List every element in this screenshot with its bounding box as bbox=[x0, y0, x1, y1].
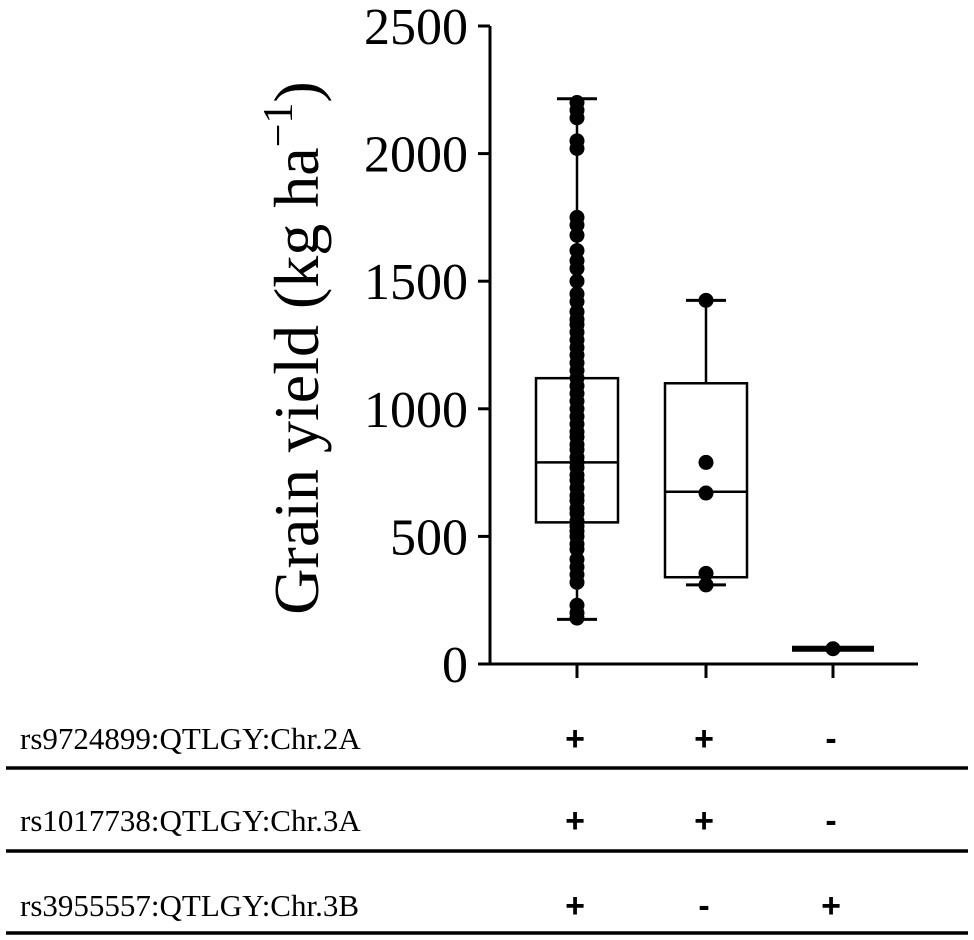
box-group-1 bbox=[534, 95, 620, 626]
marker-sign: + bbox=[694, 802, 714, 840]
y-tick-label: 1000 bbox=[364, 382, 468, 439]
marker-sign: + bbox=[565, 720, 585, 758]
data-point bbox=[569, 273, 585, 289]
y-tick-label: 500 bbox=[390, 509, 468, 566]
y-axis-title: Grain yield (kg ha−1) bbox=[256, 81, 332, 614]
y-tick-label: 2000 bbox=[364, 127, 468, 184]
data-point bbox=[698, 454, 714, 470]
data-point bbox=[569, 209, 585, 225]
box-iqr bbox=[663, 382, 749, 579]
marker-sign: + bbox=[694, 720, 714, 758]
marker-label: rs1017738:QTLGY:Chr.3A bbox=[20, 803, 361, 838]
data-point bbox=[698, 565, 714, 581]
data-point bbox=[698, 485, 714, 501]
y-tick-label: 2500 bbox=[364, 0, 468, 56]
marker-sign: - bbox=[825, 802, 836, 840]
y-axis-title-close: ) bbox=[261, 81, 332, 102]
data-point bbox=[698, 292, 714, 308]
box-group-3 bbox=[792, 641, 874, 657]
y-axis-title-superscript: −1 bbox=[256, 103, 302, 148]
data-point bbox=[569, 597, 585, 613]
marker-sign: + bbox=[565, 887, 585, 925]
data-point bbox=[825, 641, 841, 657]
marker-row-2: rs1017738:QTLGY:Chr.3A + + - bbox=[6, 802, 968, 853]
marker-sign: + bbox=[821, 887, 841, 925]
marker-row-3: rs3955557:QTLGY:Chr.3B + - + bbox=[6, 887, 968, 935]
data-point bbox=[569, 243, 585, 259]
marker-label: rs3955557:QTLGY:Chr.3B bbox=[20, 888, 359, 923]
data-point bbox=[569, 286, 585, 302]
y-tick-label: 0 bbox=[442, 637, 468, 694]
data-point bbox=[569, 133, 585, 149]
data-point bbox=[569, 95, 585, 111]
marker-sign: - bbox=[825, 720, 836, 758]
marker-sign: - bbox=[698, 887, 709, 925]
marker-label: rs9724899:QTLGY:Chr.2A bbox=[20, 721, 361, 756]
data-point bbox=[698, 577, 714, 593]
box-group-2 bbox=[663, 292, 749, 593]
marker-sign: + bbox=[565, 802, 585, 840]
marker-row-1: rs9724899:QTLGY:Chr.2A + + - bbox=[6, 720, 968, 770]
y-tick-label: 1500 bbox=[364, 254, 468, 311]
